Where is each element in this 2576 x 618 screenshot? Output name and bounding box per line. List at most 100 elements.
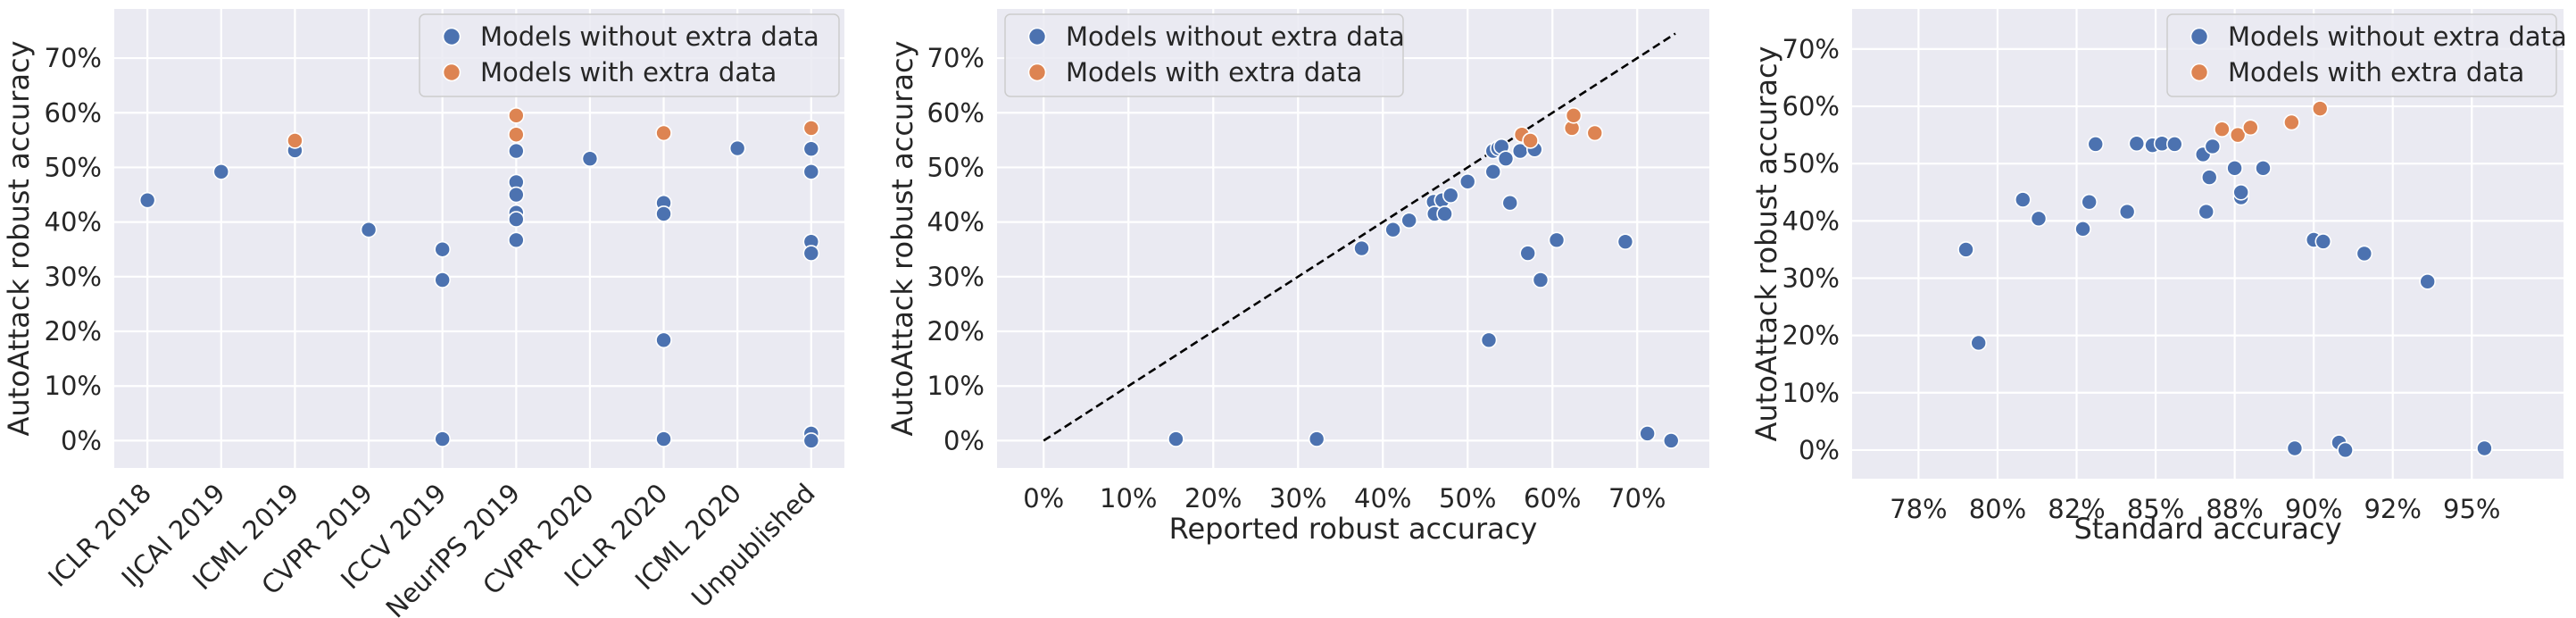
legend-label: Models without extra data bbox=[1066, 21, 1405, 52]
point-without-extra-data bbox=[655, 331, 672, 349]
x-axis-label: Reported robust accuracy bbox=[1169, 512, 1538, 546]
point-with-extra-data bbox=[655, 124, 672, 142]
point-without-extra-data bbox=[1458, 173, 1476, 190]
point-without-extra-data bbox=[2166, 136, 2183, 153]
x-tick-label: 50% bbox=[1439, 483, 1496, 514]
legend-box bbox=[2166, 13, 2557, 97]
y-tick-label: 60% bbox=[927, 97, 985, 128]
point-with-extra-data bbox=[802, 120, 820, 137]
y-tick-label: 70% bbox=[1782, 34, 1840, 64]
x-tick-label: 80% bbox=[1969, 494, 2026, 524]
point-without-extra-data bbox=[2081, 193, 2098, 211]
chart-standard-vs-autoattack: 0% 10% 20% 30% 40% 50% 60% 70% 78% 80% 82% 85% 88% 90… bbox=[1749, 9, 2567, 546]
point-without-extra-data bbox=[434, 430, 451, 447]
point-without-extra-data bbox=[434, 271, 451, 288]
point-without-extra-data bbox=[1353, 239, 1370, 257]
point-without-extra-data bbox=[2030, 210, 2048, 228]
legend-label: Models without extra data bbox=[2228, 21, 2567, 52]
x-tick-label: 20% bbox=[1184, 483, 1242, 514]
legend: Models without extra data Models with ext… bbox=[419, 13, 840, 97]
point-with-extra-data bbox=[1586, 124, 1604, 142]
legend-label: Models with extra data bbox=[1066, 57, 1362, 88]
x-tick-label: 82% bbox=[2048, 494, 2105, 524]
point-with-extra-data bbox=[2283, 113, 2300, 131]
legend-marker bbox=[2190, 27, 2209, 46]
diagonal-reference-line bbox=[1043, 32, 1676, 442]
point-without-extra-data bbox=[2226, 160, 2243, 177]
point-without-extra-data bbox=[802, 432, 820, 449]
x-tick-label: 30% bbox=[1269, 483, 1326, 514]
x-tick-label: 92% bbox=[2364, 494, 2421, 524]
point-without-extra-data bbox=[2200, 169, 2218, 186]
point-without-extra-data bbox=[508, 142, 525, 160]
point-with-extra-data bbox=[2214, 121, 2231, 138]
point-without-extra-data bbox=[2087, 136, 2105, 153]
point-without-extra-data bbox=[655, 430, 672, 447]
x-axis-label: Standard accuracy bbox=[2073, 512, 2341, 546]
point-without-extra-data bbox=[138, 191, 156, 209]
point-without-extra-data bbox=[212, 163, 230, 180]
x-tick-label: 88% bbox=[2206, 494, 2263, 524]
y-tick-label: 10% bbox=[1782, 378, 1840, 408]
point-without-extra-data bbox=[2255, 160, 2272, 177]
legend-marker bbox=[442, 63, 461, 82]
y-tick-label: 20% bbox=[1782, 321, 1840, 351]
legend: Models without extra data Models with ext… bbox=[1004, 13, 1405, 97]
point-without-extra-data bbox=[1616, 233, 1634, 250]
y-tick-label: 50% bbox=[927, 152, 985, 182]
point-without-extra-data bbox=[508, 186, 525, 204]
y-tick-label: 30% bbox=[927, 262, 985, 292]
legend-label: Models with extra data bbox=[2228, 57, 2524, 88]
x-tick-label: 78% bbox=[1890, 494, 1947, 524]
legend-marker bbox=[1027, 27, 1047, 46]
y-tick-label: 60% bbox=[1782, 91, 1840, 121]
y-tick-label: 0% bbox=[943, 425, 985, 455]
y-axis-label: AutoAttack robust accuracy bbox=[885, 40, 919, 436]
point-with-extra-data bbox=[2229, 126, 2247, 144]
y-tick-label: 0% bbox=[61, 425, 102, 455]
y-tick-label: 10% bbox=[45, 371, 102, 401]
point-without-extra-data bbox=[1480, 331, 1498, 349]
point-without-extra-data bbox=[1436, 205, 1453, 222]
point-without-extra-data bbox=[1484, 163, 1502, 180]
y-tick-label: 20% bbox=[45, 316, 102, 347]
point-without-extra-data bbox=[434, 240, 451, 258]
point-without-extra-data bbox=[2286, 439, 2304, 457]
point-without-extra-data bbox=[1400, 212, 1417, 230]
x-tick-label: 85% bbox=[2127, 494, 2184, 524]
point-without-extra-data bbox=[2128, 135, 2146, 153]
x-tick-label: 60% bbox=[1524, 483, 1581, 514]
point-without-extra-data bbox=[802, 245, 820, 262]
legend-marker bbox=[1027, 63, 1047, 82]
x-tick-label: 40% bbox=[1354, 483, 1411, 514]
legend-box bbox=[419, 13, 840, 97]
y-tick-label: 40% bbox=[1782, 205, 1840, 236]
point-without-extra-data bbox=[655, 205, 672, 222]
point-without-extra-data bbox=[2356, 245, 2373, 263]
point-without-extra-data bbox=[1442, 187, 1459, 204]
point-without-extra-data bbox=[1532, 271, 1550, 288]
point-without-extra-data bbox=[1970, 334, 1987, 352]
y-axis-label: AutoAttack robust accuracy bbox=[1749, 46, 1783, 441]
y-tick-label: 10% bbox=[927, 371, 985, 401]
point-with-extra-data bbox=[508, 107, 525, 124]
point-with-extra-data bbox=[2242, 119, 2259, 137]
point-without-extra-data bbox=[1308, 430, 1325, 447]
legend-marker bbox=[442, 27, 461, 46]
y-tick-label: 40% bbox=[45, 207, 102, 238]
point-without-extra-data bbox=[2204, 138, 2222, 155]
point-with-extra-data bbox=[508, 126, 525, 144]
point-without-extra-data bbox=[802, 163, 820, 180]
point-without-extra-data bbox=[2337, 441, 2354, 459]
y-tick-label: 50% bbox=[45, 152, 102, 182]
y-tick-label: 30% bbox=[45, 262, 102, 292]
point-with-extra-data bbox=[2311, 100, 2329, 117]
point-without-extra-data bbox=[2476, 439, 2493, 457]
y-tick-label: 20% bbox=[927, 316, 985, 347]
y-tick-label: 50% bbox=[1782, 148, 1840, 179]
point-without-extra-data bbox=[1639, 425, 1656, 442]
point-with-extra-data bbox=[1565, 107, 1583, 124]
point-with-extra-data bbox=[287, 132, 303, 149]
